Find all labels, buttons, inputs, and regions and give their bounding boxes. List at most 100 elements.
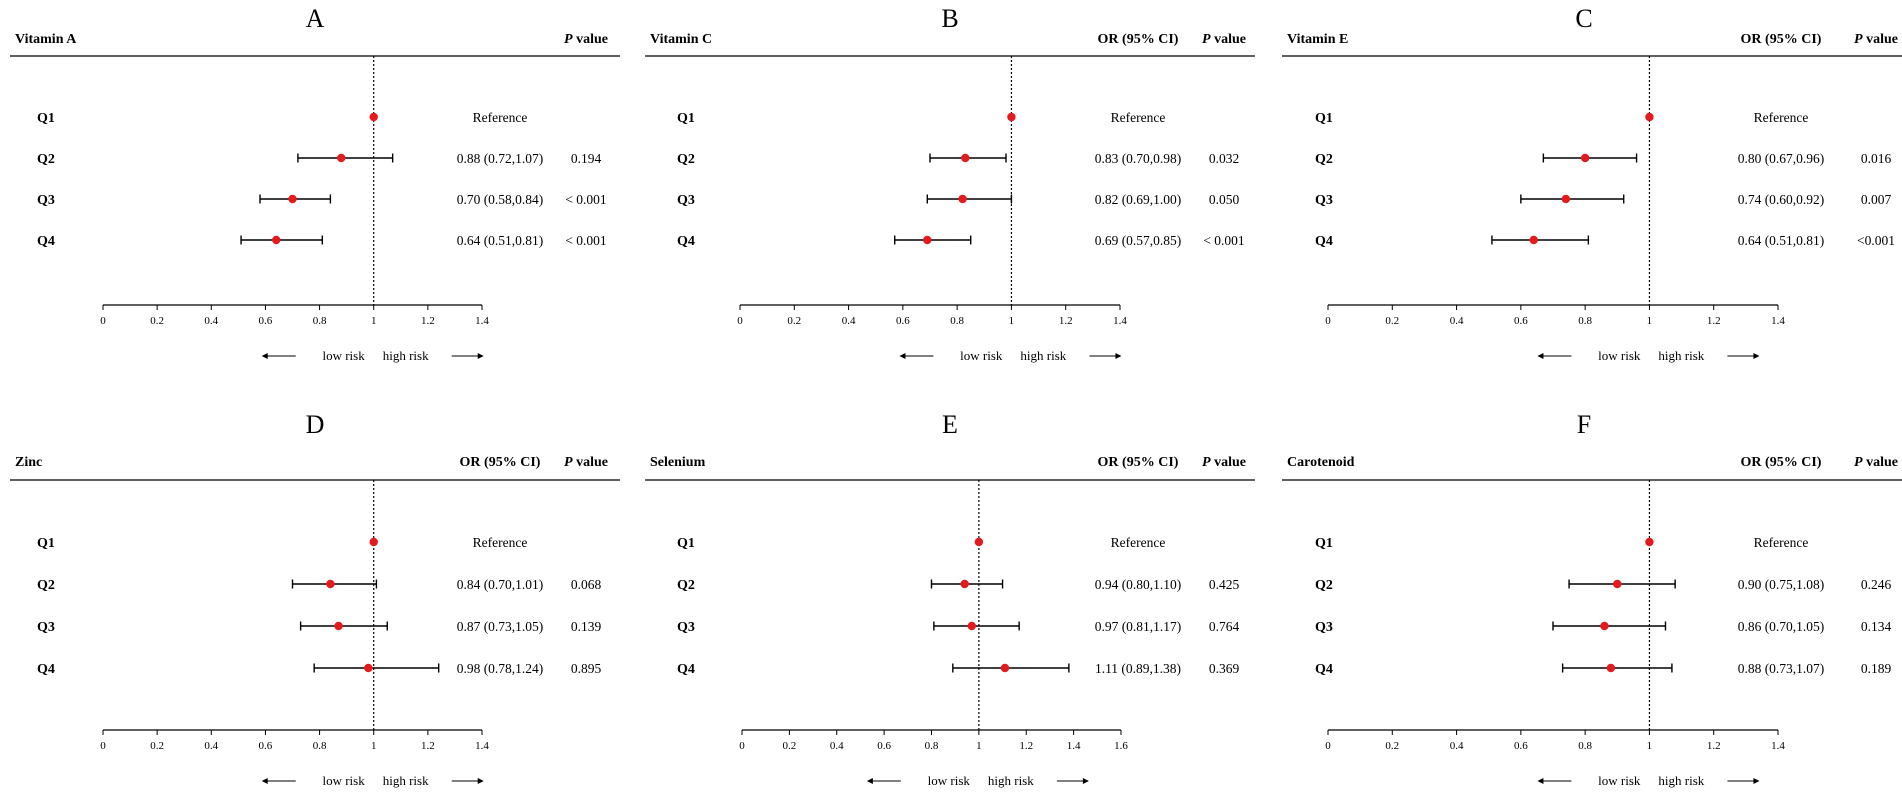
panel-a-row-q1-point (369, 112, 378, 122)
panel-f-row-q2-or-text: 0.90 (0.75,1.08) (1738, 577, 1825, 592)
panel-d-row-q4-label: Q4 (37, 662, 55, 677)
panel-a-row-q3-or-text: 0.70 (0.58,0.84) (457, 192, 544, 207)
panel-f-row-q1-point (1645, 537, 1654, 547)
panel-f-row-q2-label: Q2 (1315, 578, 1333, 593)
panel-a-low-risk-label: low risk (322, 348, 365, 363)
panel-a-tick-label-7: 1.4 (475, 315, 489, 327)
panel-d-row-q4-point (364, 663, 373, 673)
panel-f-tick-label-5: 1 (1647, 740, 1653, 752)
panel-e-tick-label-1: 0.2 (783, 740, 797, 752)
panel-a-row-q1-label: Q1 (37, 111, 55, 126)
panel-b-row-q2-point (961, 153, 970, 163)
panel-f-row-q4-or-text: 0.88 (0.73,1.07) (1738, 661, 1825, 676)
panel-b-high-risk-arrowhead (1115, 353, 1122, 359)
panel-e-row-q4-p-text: 0.369 (1209, 661, 1240, 676)
panel-d-tick-label-6: 1.2 (421, 740, 435, 752)
panel-f-title: Carotenoid (1287, 455, 1355, 470)
panel-c-tick-label-7: 1.4 (1771, 315, 1785, 327)
panel-c-low-risk-arrowhead (1537, 353, 1544, 359)
panel-f-row-q3-point (1600, 621, 1609, 631)
panel-b-p-header: P value (1202, 32, 1246, 47)
panel-b-row-q3-p-text: 0.050 (1209, 192, 1240, 207)
panel-e-tick-label-4: 0.8 (925, 740, 939, 752)
panel-e-letter: E (942, 410, 958, 439)
panel-e-p-header-rest: value (1211, 455, 1246, 470)
panel-b-row-q1-label: Q1 (677, 111, 695, 126)
panel-f-row-q4-label: Q4 (1315, 662, 1333, 677)
panel-b-tick-label-7: 1.4 (1113, 315, 1127, 327)
panel-f-row-q3-label: Q3 (1315, 620, 1333, 635)
panel-d-tick-label-3: 0.6 (259, 740, 273, 752)
panel-e-row-q2-or-text: 0.94 (0.80,1.10) (1095, 577, 1182, 592)
panel-d-high-risk-label: high risk (383, 773, 429, 788)
panel-b-low-risk-arrowhead (899, 353, 906, 359)
panel-b-p-header-italic: P (1202, 32, 1211, 47)
panel-b-tick-label-4: 0.8 (950, 315, 964, 327)
panel-d-title: Zinc (15, 455, 42, 470)
panel-c-or-header: OR (95% CI) (1741, 32, 1822, 47)
panel-b-row-q3-or-text: 0.82 (0.69,1.00) (1095, 192, 1182, 207)
panel-e-high-risk-label: high risk (988, 773, 1034, 788)
panel-f-high-risk-arrowhead (1753, 778, 1760, 784)
panel-a-row-q4-p-text: < 0.001 (565, 233, 606, 248)
panel-e-p-header-italic: P (1202, 455, 1211, 470)
panel-f-tick-label-3: 0.6 (1514, 740, 1528, 752)
panel-a-row-q2-point (337, 153, 346, 163)
panel-c-letter: C (1575, 4, 1592, 33)
panel-b-high-risk-label: high risk (1020, 348, 1066, 363)
panel-b-tick-label-2: 0.4 (842, 315, 856, 327)
panel-a-tick-label-4: 0.8 (313, 315, 327, 327)
panel-c-tick-label-0: 0 (1325, 315, 1331, 327)
panel-c-row-q2-label: Q2 (1315, 152, 1333, 167)
panel-c-tick-label-6: 1.2 (1707, 315, 1721, 327)
panel-d-p-header: P value (564, 455, 608, 470)
panel-e-tick-label-7: 1.4 (1067, 740, 1081, 752)
panel-c-row-q2-p-text: 0.016 (1861, 151, 1892, 166)
panel-d-low-risk-label: low risk (322, 773, 365, 788)
panel-f-tick-label-2: 0.4 (1450, 740, 1464, 752)
panel-a-row-q3-point (288, 194, 297, 204)
panel-c-row-q2-or-text: 0.80 (0.67,0.96) (1738, 151, 1825, 166)
panel-d-row-q2-or-text: 0.84 (0.70,1.01) (457, 577, 544, 592)
panel-e-row-q4-or-text: 1.11 (0.89,1.38) (1095, 661, 1181, 676)
panel-c-row-q4-or-text: 0.64 (0.51,0.81) (1738, 233, 1825, 248)
panel-e-row-q4-label: Q4 (677, 662, 695, 677)
panel-f-tick-label-0: 0 (1325, 740, 1331, 752)
panel-e-high-risk-arrowhead (1082, 778, 1089, 784)
panel-d-row-q2-point (326, 579, 335, 589)
panel-e-or-header: OR (95% CI) (1098, 455, 1179, 470)
panel-a-low-risk-arrowhead (261, 353, 268, 359)
panel-c-tick-label-2: 0.4 (1450, 315, 1464, 327)
panel-f-tick-label-6: 1.2 (1707, 740, 1721, 752)
panel-b-row-q4-label: Q4 (677, 234, 695, 249)
panel-e-tick-label-5: 1 (976, 740, 982, 752)
panel-b-row-q2-label: Q2 (677, 152, 695, 167)
panel-a-tick-label-3: 0.6 (259, 315, 273, 327)
panel-e-tick-label-2: 0.4 (830, 740, 844, 752)
panel-e-tick-label-0: 0 (739, 740, 745, 752)
panel-b-row-q3-point (958, 194, 967, 204)
panel-d-row-q1-or-text: Reference (473, 535, 528, 550)
panel-d-row-q3-p-text: 0.139 (571, 619, 602, 634)
panel-a-letter: A (306, 4, 325, 33)
panel-f-low-risk-arrowhead (1537, 778, 1544, 784)
panel-f-row-q4-p-text: 0.189 (1861, 661, 1892, 676)
panel-d-low-risk-arrowhead (261, 778, 268, 784)
panel-c-tick-label-3: 0.6 (1514, 315, 1528, 327)
panel-a-high-risk-label: high risk (383, 348, 429, 363)
panel-a-tick-label-0: 0 (100, 315, 106, 327)
panel-b-letter: B (941, 4, 958, 33)
panel-e-row-q2-point (960, 579, 969, 589)
panel-b-row-q4-point (923, 235, 932, 245)
panel-f-or-header: OR (95% CI) (1741, 455, 1822, 470)
panel-a-tick-label-1: 0.2 (150, 315, 164, 327)
panel-b-row-q4-p-text: < 0.001 (1203, 233, 1244, 248)
panel-c-title: Vitamin E (1287, 32, 1348, 47)
panel-c-tick-label-5: 1 (1647, 315, 1653, 327)
panel-c-row-q4-label: Q4 (1315, 234, 1333, 249)
panel-f-row-q3-or-text: 0.86 (0.70,1.05) (1738, 619, 1825, 634)
panel-a-row-q1-or-text: Reference (473, 110, 528, 125)
panel-a-row-q3-p-text: < 0.001 (565, 192, 606, 207)
panel-d-tick-label-7: 1.4 (475, 740, 489, 752)
